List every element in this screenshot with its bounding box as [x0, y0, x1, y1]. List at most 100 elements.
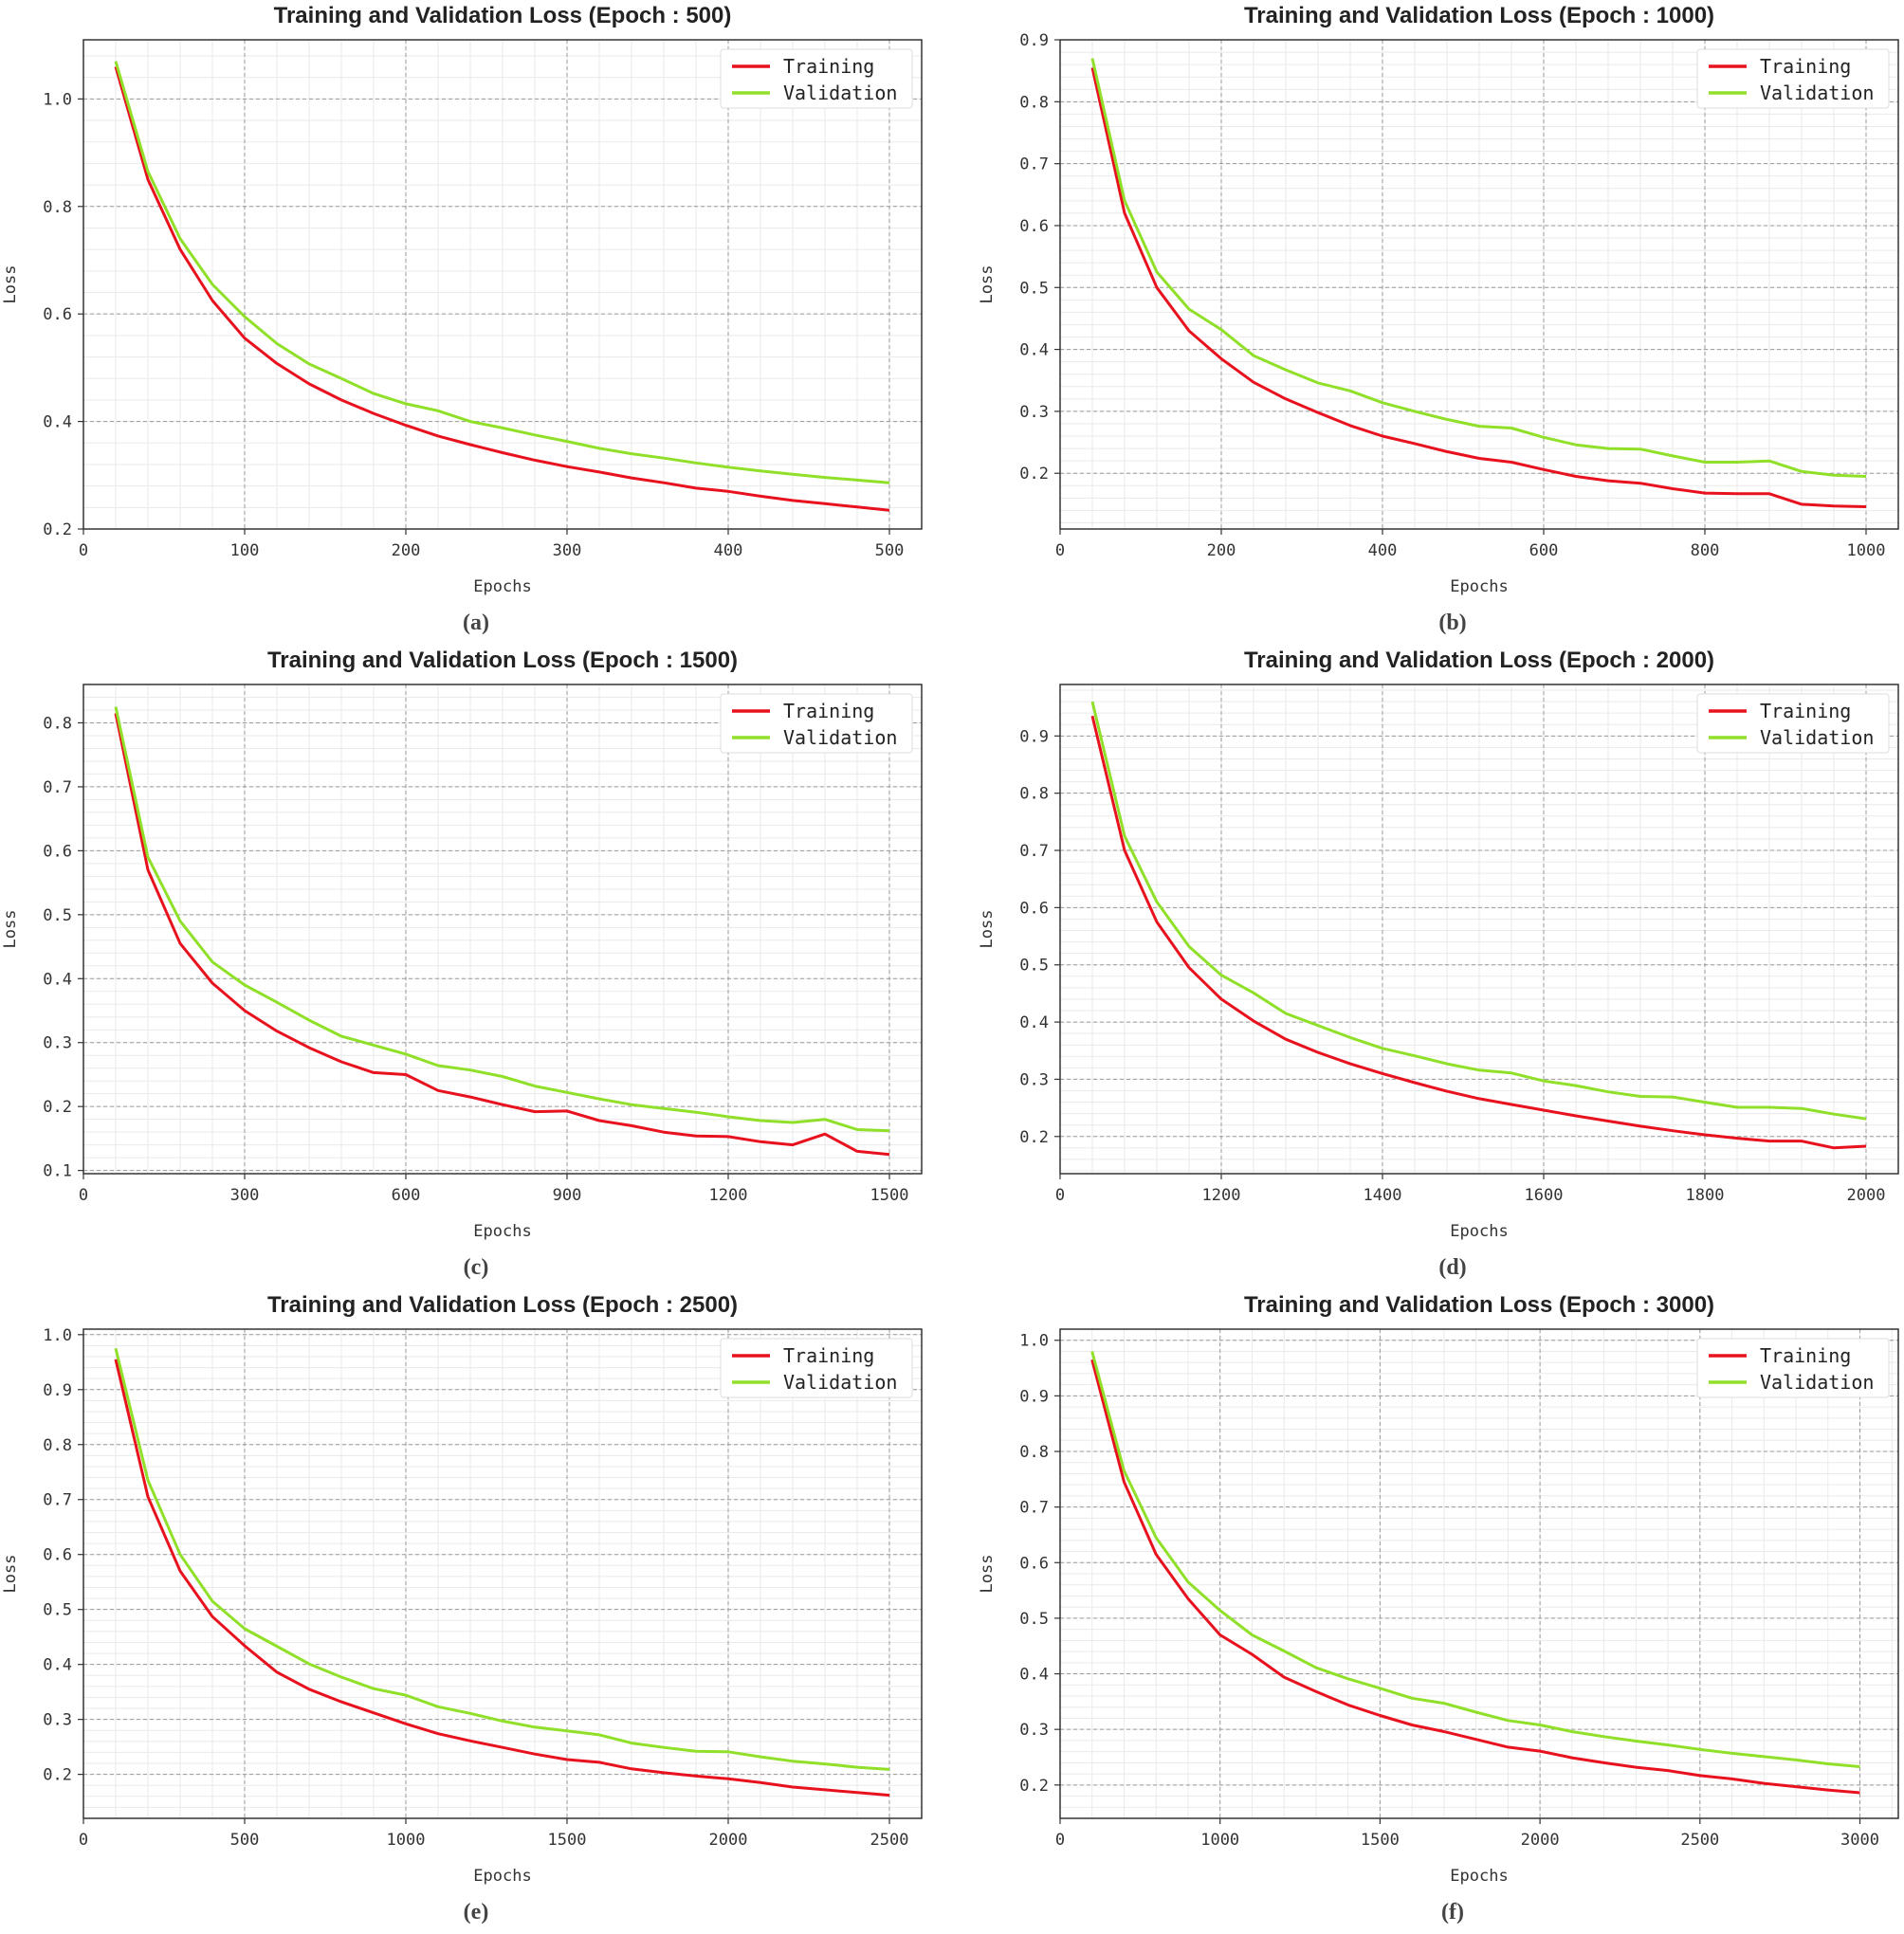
subfigure-caption: (e)	[463, 1900, 489, 1925]
y-tick-label: 0.3	[1019, 403, 1049, 422]
y-tick-label: 0.9	[43, 1381, 72, 1400]
chart-panel-f: Training and Validation Loss (Epoch : 30…	[977, 1289, 1904, 1934]
axes-frame	[82, 684, 923, 1175]
x-tick-label: 0	[79, 541, 88, 560]
legend: Training Validation	[720, 48, 913, 109]
chart-panel-a: Training and Validation Loss (Epoch : 50…	[0, 0, 952, 645]
axes-frame	[82, 1328, 923, 1819]
y-axis-label: Loss	[1, 1555, 20, 1594]
y-tick-label: 0.2	[43, 520, 72, 539]
chart-panel-b: Training and Validation Loss (Epoch : 10…	[977, 0, 1904, 645]
x-tick-label: 400	[1368, 541, 1398, 560]
y-tick-label: 1.0	[43, 90, 72, 109]
legend-label-validation: Validation	[783, 726, 897, 749]
y-tick-label: 0.6	[43, 842, 72, 861]
legend-label-validation: Validation	[1760, 726, 1874, 749]
chart-panel-d: Training and Validation Loss (Epoch : 20…	[977, 645, 1904, 1289]
y-tick-label: 0.2	[43, 1766, 72, 1785]
subfigure-caption: (b)	[1438, 611, 1467, 635]
series-line-training	[114, 713, 890, 1157]
y-tick-label: 0.6	[1019, 217, 1049, 236]
legend-label-validation: Validation	[783, 1371, 897, 1394]
x-axis-label: Epochs	[1450, 1867, 1508, 1886]
y-tick-label: 0.5	[1019, 957, 1049, 976]
major-grid	[83, 684, 922, 1174]
x-axis-label: Epochs	[1450, 577, 1508, 596]
y-axis-label: Loss	[978, 265, 997, 304]
chart-svg: Training and Validation Loss (Epoch : 50…	[1, 3, 923, 596]
chart-svg: Training and Validation Loss (Epoch : 20…	[978, 648, 1899, 1241]
y-tick-label: 0.5	[43, 1601, 72, 1620]
y-axis-label: Loss	[1, 910, 20, 949]
y-tick-label: 0.8	[1019, 93, 1049, 112]
x-tick-label: 0	[1055, 1831, 1065, 1850]
x-tick-label: 600	[392, 1186, 421, 1205]
series-line-validation	[114, 61, 890, 484]
chart-title: Training and Validation Loss (Epoch : 30…	[1244, 1292, 1714, 1318]
chart-title: Training and Validation Loss (Epoch : 50…	[274, 3, 732, 28]
series-line-training	[114, 1359, 890, 1797]
x-tick-label: 800	[1691, 541, 1720, 560]
x-tick-label: 100	[230, 541, 260, 560]
y-tick-label: 0.8	[43, 1436, 72, 1455]
series-line-training	[114, 65, 890, 512]
legend-label-training: Training	[1760, 700, 1851, 722]
legend-label-validation: Validation	[783, 82, 897, 104]
y-tick-label: 0.6	[43, 305, 72, 324]
x-axis-label: Epochs	[1450, 1222, 1508, 1241]
y-tick-label: 0.7	[1019, 842, 1049, 861]
y-tick-label: 1.0	[43, 1326, 72, 1345]
chart-title: Training and Validation Loss (Epoch : 20…	[1244, 648, 1714, 673]
y-tick-label: 0.6	[43, 1546, 72, 1565]
subfigure-caption: (d)	[1438, 1255, 1467, 1280]
chart-panel-c: Training and Validation Loss (Epoch : 15…	[0, 645, 952, 1289]
y-tick-label: 0.8	[1019, 785, 1049, 804]
x-tick-label: 2500	[1680, 1831, 1719, 1850]
y-tick-label: 0.4	[1019, 1666, 1049, 1685]
y-tick-label: 0.1	[43, 1162, 72, 1181]
y-tick-label: 0.2	[43, 1098, 72, 1117]
y-tick-label: 0.7	[43, 1491, 72, 1510]
legend-label-training: Training	[783, 55, 874, 78]
y-tick-label: 0.5	[43, 906, 72, 925]
y-tick-label: 0.4	[43, 413, 72, 432]
axes-frame	[1059, 39, 1899, 530]
legend: Training Validation	[1696, 48, 1890, 109]
y-axis-label: Loss	[978, 1555, 997, 1594]
x-tick-label: 1500	[548, 1831, 587, 1850]
x-tick-label: 1200	[709, 1186, 748, 1205]
x-tick-label: 1200	[1202, 1186, 1241, 1205]
x-tick-label: 1600	[1525, 1186, 1564, 1205]
series-line-training	[1090, 715, 1867, 1150]
y-tick-label: 0.3	[1019, 1070, 1049, 1089]
x-tick-label: 500	[230, 1831, 260, 1850]
x-tick-label: 300	[230, 1186, 260, 1205]
x-tick-label: 200	[1207, 541, 1236, 560]
x-tick-label: 0	[79, 1831, 88, 1850]
legend: Training Validation	[1696, 1338, 1890, 1398]
y-tick-label: 0.7	[43, 778, 72, 797]
y-tick-label: 0.4	[43, 970, 72, 989]
y-tick-label: 0.6	[1019, 1554, 1049, 1573]
legend: Training Validation	[720, 693, 913, 754]
y-tick-label: 0.3	[43, 1711, 72, 1730]
subfigure-caption: (f)	[1441, 1900, 1464, 1925]
legend: Training Validation	[1696, 693, 1890, 754]
series-line-training	[1090, 1359, 1860, 1795]
y-tick-label: 0.2	[1019, 1128, 1049, 1147]
x-tick-label: 300	[553, 541, 582, 560]
series-line-training	[1090, 67, 1867, 508]
chart-svg: Training and Validation Loss (Epoch : 10…	[978, 3, 1899, 596]
legend-label-validation: Validation	[1760, 1371, 1874, 1394]
chart-svg: Training and Validation Loss (Epoch : 15…	[1, 648, 923, 1241]
x-tick-label: 2000	[1847, 1186, 1886, 1205]
y-tick-label: 0.3	[43, 1034, 72, 1053]
chart-panel-e: Training and Validation Loss (Epoch : 25…	[0, 1289, 952, 1934]
y-tick-label: 0.6	[1019, 899, 1049, 918]
chart-title: Training and Validation Loss (Epoch : 25…	[267, 1292, 738, 1318]
major-grid	[1060, 684, 1898, 1174]
y-tick-label: 0.9	[1019, 31, 1049, 50]
y-tick-label: 0.9	[1019, 1387, 1049, 1406]
chart-title: Training and Validation Loss (Epoch : 10…	[1244, 3, 1714, 28]
legend-label-training: Training	[1760, 1344, 1851, 1367]
